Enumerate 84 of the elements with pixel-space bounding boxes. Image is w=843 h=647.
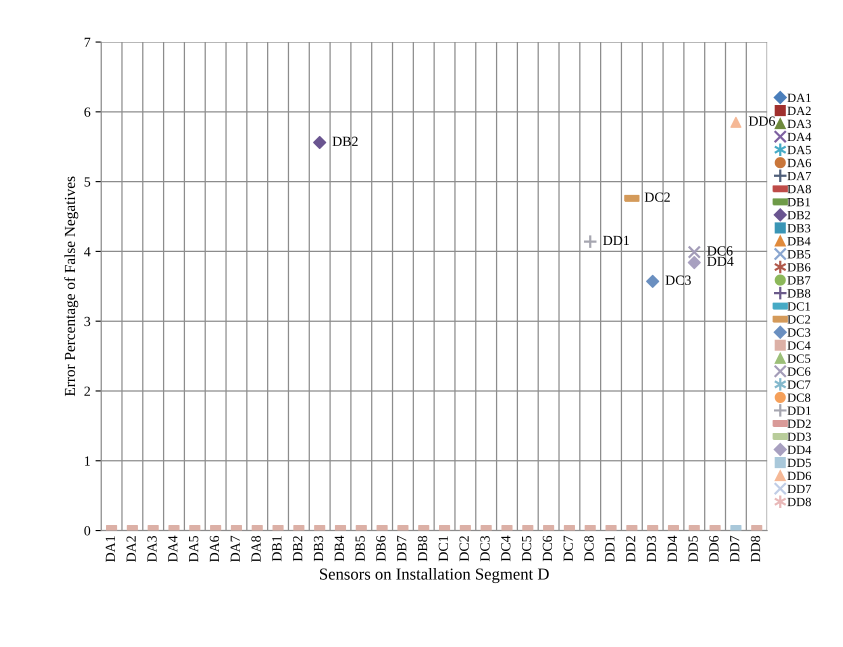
legend-label: DA2 xyxy=(787,106,811,115)
y-tick-label: 7 xyxy=(84,38,90,47)
x-tick-label: DB4 xyxy=(334,536,344,562)
legend-label: DB7 xyxy=(787,276,810,284)
y-tick-label: 1 xyxy=(85,456,90,466)
x-tick-label: DD7 xyxy=(730,536,740,562)
x-tick-label: DD8 xyxy=(750,536,760,562)
annotation: DB2 xyxy=(332,136,358,146)
y-tick-label: 4 xyxy=(84,247,91,256)
x-tick-label: DA1 xyxy=(106,536,115,562)
annotation: DD4 xyxy=(707,256,734,266)
legend-label: DD2 xyxy=(787,420,811,428)
x-tick-label: DC6 xyxy=(542,536,552,562)
x-tick-label: DA6 xyxy=(210,536,220,562)
annotation: DC3 xyxy=(666,276,691,285)
legend-label: DC2 xyxy=(787,315,810,324)
legend-label: DB2 xyxy=(787,210,810,220)
legend-label: DB5 xyxy=(787,250,810,258)
x-tick-label: DD4 xyxy=(668,536,677,562)
legend-label: DA6 xyxy=(787,158,812,168)
point xyxy=(730,116,742,128)
x-tick-label: DB3 xyxy=(314,536,324,562)
legend-label: DA1 xyxy=(787,94,811,102)
x-tick-label: DA4 xyxy=(168,536,178,562)
point xyxy=(688,245,701,259)
x-tick-label: DB2 xyxy=(293,536,302,562)
legend-label: DB4 xyxy=(787,237,811,246)
legend-label: DD1 xyxy=(787,406,811,415)
x-tick-label: DA7 xyxy=(230,536,240,562)
point xyxy=(646,274,660,288)
legend-label: DD3 xyxy=(787,432,811,442)
legend-label: DB6 xyxy=(787,263,810,272)
legend-label: DD6 xyxy=(787,472,812,480)
x-tick-label: DA2 xyxy=(126,536,136,562)
x-axis-title: Sensors on Installation Segment D xyxy=(320,568,549,584)
legend-label: DB3 xyxy=(787,224,810,232)
annotation: DD1 xyxy=(603,236,629,246)
x-tick-label: DC5 xyxy=(522,536,532,562)
x-tick-label: DB8 xyxy=(418,536,428,562)
x-tick-label: DA3 xyxy=(147,536,157,562)
y-tick-label: 2 xyxy=(84,386,90,396)
legend-label: DC7 xyxy=(787,380,810,389)
x-tick-label: DC8 xyxy=(584,536,594,562)
x-tick-label: DD2 xyxy=(626,536,636,562)
x-tick-label: DB5 xyxy=(356,536,365,562)
annotation: DC2 xyxy=(644,192,670,202)
y-tick-label: 6 xyxy=(84,107,90,117)
x-tick-label: DB7 xyxy=(397,536,406,562)
x-tick-label: DC1 xyxy=(438,536,448,562)
legend-label: DC3 xyxy=(787,328,810,337)
x-tick-label: DC3 xyxy=(480,536,490,562)
annotation: DD6 xyxy=(748,116,776,126)
legend-label: DC8 xyxy=(787,393,810,402)
y-tick-label: 5 xyxy=(84,177,90,187)
legend-label: DA3 xyxy=(787,120,811,128)
legend-label: DC5 xyxy=(787,354,810,363)
legend-label: DA5 xyxy=(787,146,811,154)
point xyxy=(688,256,701,270)
legend-label: DB8 xyxy=(787,289,810,298)
legend-label: DC6 xyxy=(787,367,810,376)
x-tick-label: DC7 xyxy=(564,536,573,562)
legend-label: DA7 xyxy=(787,172,812,180)
x-tick-label: DD6 xyxy=(709,536,719,562)
annotation: DC6 xyxy=(707,246,733,256)
legend-label: DC4 xyxy=(787,341,811,350)
y-axis-title: Error Percentage of False Negatives xyxy=(64,176,78,396)
legend-label: DD5 xyxy=(787,458,811,468)
legend-label: DD4 xyxy=(787,446,812,454)
x-tick-label: DC4 xyxy=(501,536,510,562)
y-tick-label: 0 xyxy=(84,526,90,536)
x-tick-label: DC2 xyxy=(460,536,469,562)
x-tick-label: DD5 xyxy=(688,536,698,562)
legend-label: DD7 xyxy=(787,484,812,494)
x-tick-label: DD3 xyxy=(646,536,656,562)
point xyxy=(313,136,326,150)
x-tick-label: DB1 xyxy=(272,536,282,562)
y-tick-label: 3 xyxy=(84,316,90,326)
legend-label: DD8 xyxy=(787,498,811,506)
x-tick-label: DA8 xyxy=(251,536,261,562)
x-tick-label: DB6 xyxy=(376,536,386,562)
legend-label: DA4 xyxy=(787,132,812,142)
point xyxy=(582,234,598,249)
x-tick-label: DA5 xyxy=(188,536,198,562)
x-tick-label: DD1 xyxy=(605,536,614,562)
